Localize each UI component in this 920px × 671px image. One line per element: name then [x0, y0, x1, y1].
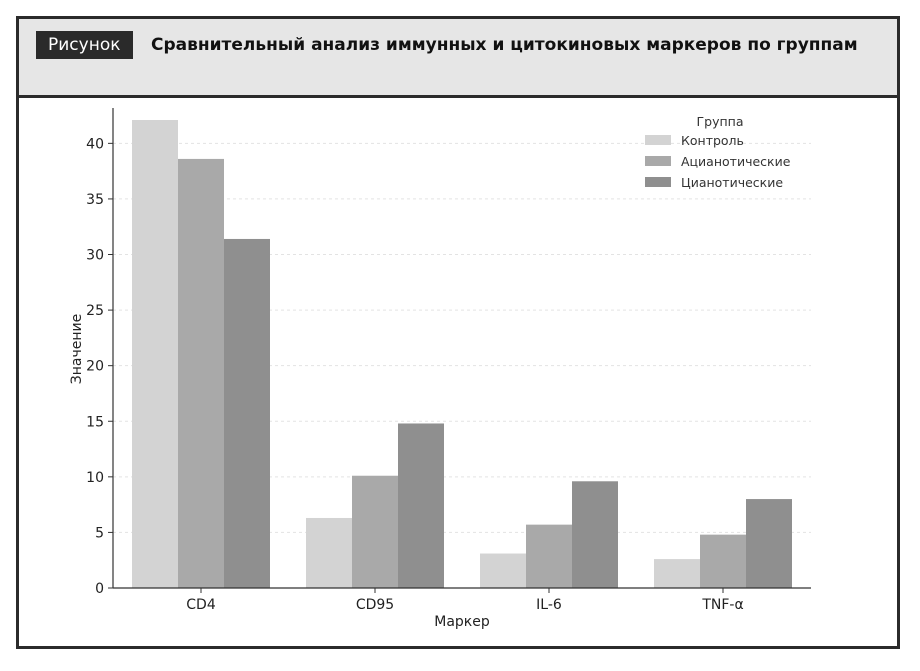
x-axis-label: Маркер [434, 614, 490, 630]
legend-entry: Цианотические [681, 175, 783, 190]
legend-entry: Ацианотические [681, 154, 791, 169]
y-tick-label: 15 [86, 414, 104, 430]
y-tick-label: 10 [86, 470, 104, 486]
legend-swatch [645, 156, 671, 166]
bar-Контроль-TNF-α [654, 559, 700, 588]
legend-entry: Контроль [681, 133, 744, 148]
legend-title: Группа [697, 114, 744, 129]
bar-Ацианотические-CD95 [352, 475, 398, 588]
legend-swatch [645, 135, 671, 145]
bar-Ацианотические-TNF-α [700, 534, 746, 588]
figure-header: Рисунок Сравнительный анализ иммунных и … [19, 19, 897, 98]
y-tick-label: 30 [86, 248, 104, 264]
bar-Контроль-CD4 [132, 120, 178, 589]
y-axis-label: Значение [69, 314, 85, 384]
bar-Цианотические-CD95 [398, 423, 444, 588]
figure-tag: Рисунок [36, 31, 133, 59]
x-tick-label: TNF-α [701, 597, 743, 613]
bar-Цианотические-IL-6 [572, 481, 618, 588]
bar-Цианотические-CD4 [224, 238, 270, 588]
x-tick-label: IL-6 [536, 597, 562, 613]
y-tick-label: 25 [86, 303, 104, 319]
y-tick-label: 0 [95, 581, 104, 597]
bar-Контроль-CD95 [306, 517, 352, 588]
bar-Ацианотические-IL-6 [526, 524, 572, 588]
x-tick-label: CD4 [186, 597, 216, 613]
bar-Контроль-IL-6 [480, 553, 526, 588]
x-tick-label: CD95 [356, 597, 394, 613]
bar-Цианотические-TNF-α [746, 499, 792, 588]
bar-Ацианотические-CD4 [178, 158, 224, 588]
legend-swatch [645, 177, 671, 187]
figure-title: Сравнительный анализ иммунных и цитокино… [151, 35, 858, 55]
y-tick-label: 35 [86, 192, 104, 208]
y-tick-label: 20 [86, 359, 104, 375]
y-tick-label: 5 [95, 525, 104, 541]
y-tick-label: 40 [86, 136, 104, 152]
